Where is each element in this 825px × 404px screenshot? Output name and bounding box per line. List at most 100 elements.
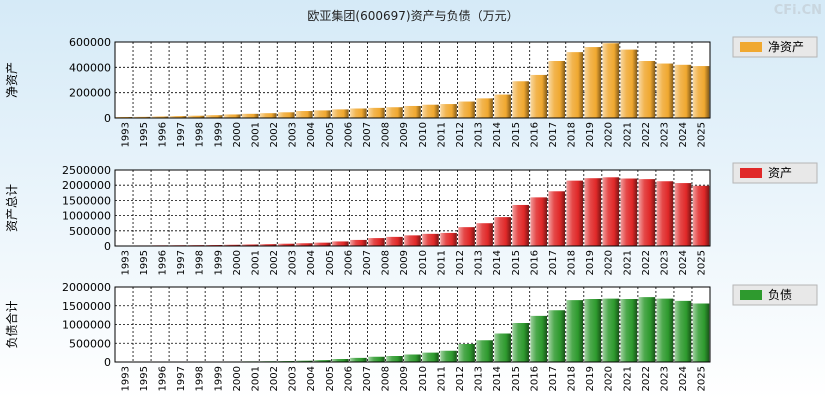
x-tick-label: 2018 xyxy=(567,122,578,147)
x-tick-label: 2004 xyxy=(306,122,317,147)
x-tick-label: 2006 xyxy=(343,366,354,391)
y-axis-label: 资产总计 xyxy=(5,184,19,232)
x-tick-label: 2023 xyxy=(660,122,671,147)
plot-frame xyxy=(114,41,711,119)
x-tick-label: 1993 xyxy=(120,250,131,275)
x-tick-label: 2022 xyxy=(641,122,652,147)
x-tick-label: 2015 xyxy=(511,122,522,147)
x-tick-label: 2012 xyxy=(455,122,466,147)
x-tick-label: 2020 xyxy=(604,250,615,275)
bar xyxy=(169,116,187,118)
plot-frame xyxy=(114,169,711,247)
x-tick-label: 2001 xyxy=(250,366,261,391)
x-tick-label: 2003 xyxy=(288,250,299,275)
x-tick-label: 1999 xyxy=(213,122,224,147)
bar xyxy=(296,360,313,362)
x-tick-label: 2023 xyxy=(660,250,671,275)
x-tick-label: 1993 xyxy=(120,122,131,147)
y-tick-label: 400000 xyxy=(69,61,111,74)
bar xyxy=(404,235,421,246)
bar xyxy=(332,241,349,246)
x-tick-label: 2013 xyxy=(474,366,485,391)
bar xyxy=(548,191,566,246)
bar xyxy=(277,243,295,246)
y-tick-label: 1500000 xyxy=(62,194,111,207)
x-tick-label: 2017 xyxy=(548,250,559,275)
x-tick-label: 2021 xyxy=(622,122,633,147)
bar xyxy=(314,110,331,118)
bar xyxy=(548,310,566,362)
bar xyxy=(692,66,710,118)
bar xyxy=(368,238,385,246)
x-tick-label: 2014 xyxy=(492,122,503,147)
bar xyxy=(674,64,692,118)
bar xyxy=(566,180,584,246)
x-tick-label: 2001 xyxy=(250,122,261,147)
x-tick-label: 2006 xyxy=(343,122,354,147)
bar xyxy=(259,244,277,246)
x-tick-label: 2002 xyxy=(269,250,280,275)
x-tick-label: 1997 xyxy=(176,122,187,147)
y-tick-label: 1000000 xyxy=(62,319,111,332)
x-tick-label: 2002 xyxy=(269,122,280,147)
legend-label: 净资产 xyxy=(768,40,804,54)
legend-swatch xyxy=(740,42,762,52)
x-tick-label: 2011 xyxy=(436,122,447,147)
x-tick-label: 2023 xyxy=(660,366,671,391)
x-tick-label: 2014 xyxy=(492,250,503,275)
bar xyxy=(223,114,241,118)
bar xyxy=(223,244,241,246)
x-tick-label: 2009 xyxy=(399,366,410,391)
bar xyxy=(620,178,638,246)
x-tick-label: 2012 xyxy=(455,366,466,391)
x-tick-label: 2013 xyxy=(474,122,485,147)
x-tick-label: 2015 xyxy=(511,366,522,391)
y-tick-label: 600000 xyxy=(69,36,111,49)
bar xyxy=(512,323,529,362)
bar xyxy=(656,298,674,362)
bar xyxy=(620,49,638,118)
bar xyxy=(692,185,710,246)
bar xyxy=(458,344,475,362)
x-tick-label: 2021 xyxy=(622,366,633,391)
y-tick-label: 2000000 xyxy=(62,179,111,192)
x-tick-label: 2011 xyxy=(436,366,447,391)
bar xyxy=(314,242,331,246)
x-tick-label: 1995 xyxy=(139,122,150,147)
x-tick-label: 2022 xyxy=(641,366,652,391)
x-tick-label: 2008 xyxy=(381,250,392,275)
y-tick-label: 200000 xyxy=(69,87,111,100)
x-tick-label: 2007 xyxy=(362,250,373,275)
bar xyxy=(458,227,475,246)
x-tick-label: 2010 xyxy=(418,122,429,147)
bar xyxy=(314,360,331,362)
bar xyxy=(187,115,205,118)
bar xyxy=(440,350,457,362)
legend-swatch xyxy=(740,290,762,300)
x-tick-label: 2025 xyxy=(697,366,708,391)
plot-frame xyxy=(114,286,711,363)
bar xyxy=(422,233,439,246)
x-tick-label: 1996 xyxy=(157,122,168,147)
bar xyxy=(512,81,529,118)
x-tick-label: 2018 xyxy=(567,366,578,391)
x-tick-label: 2012 xyxy=(455,250,466,275)
x-tick-label: 2025 xyxy=(697,250,708,275)
x-tick-label: 1995 xyxy=(139,366,150,391)
x-tick-label: 2007 xyxy=(362,366,373,391)
x-tick-label: 2010 xyxy=(418,250,429,275)
bar xyxy=(151,116,169,118)
bar xyxy=(422,104,439,118)
bar xyxy=(638,179,656,246)
x-tick-label: 2007 xyxy=(362,122,373,147)
y-axis-label: 负债合计 xyxy=(4,300,19,348)
y-tick-label: 1000000 xyxy=(62,210,111,223)
x-tick-label: 1998 xyxy=(195,366,206,391)
bar xyxy=(566,300,584,362)
bar xyxy=(296,111,313,118)
bar xyxy=(602,298,620,362)
bar xyxy=(566,52,584,119)
bar xyxy=(692,303,710,362)
bar xyxy=(620,299,638,362)
